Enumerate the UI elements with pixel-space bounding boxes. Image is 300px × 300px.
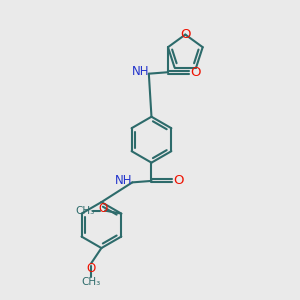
Text: NH: NH [132,65,149,78]
Text: O: O [190,66,200,79]
Text: CH₃: CH₃ [82,277,101,287]
Text: O: O [180,28,190,41]
Text: O: O [86,262,96,275]
Text: O: O [98,202,107,215]
Text: NH: NH [115,173,133,187]
Text: CH₃: CH₃ [75,206,94,216]
Text: O: O [173,174,184,188]
